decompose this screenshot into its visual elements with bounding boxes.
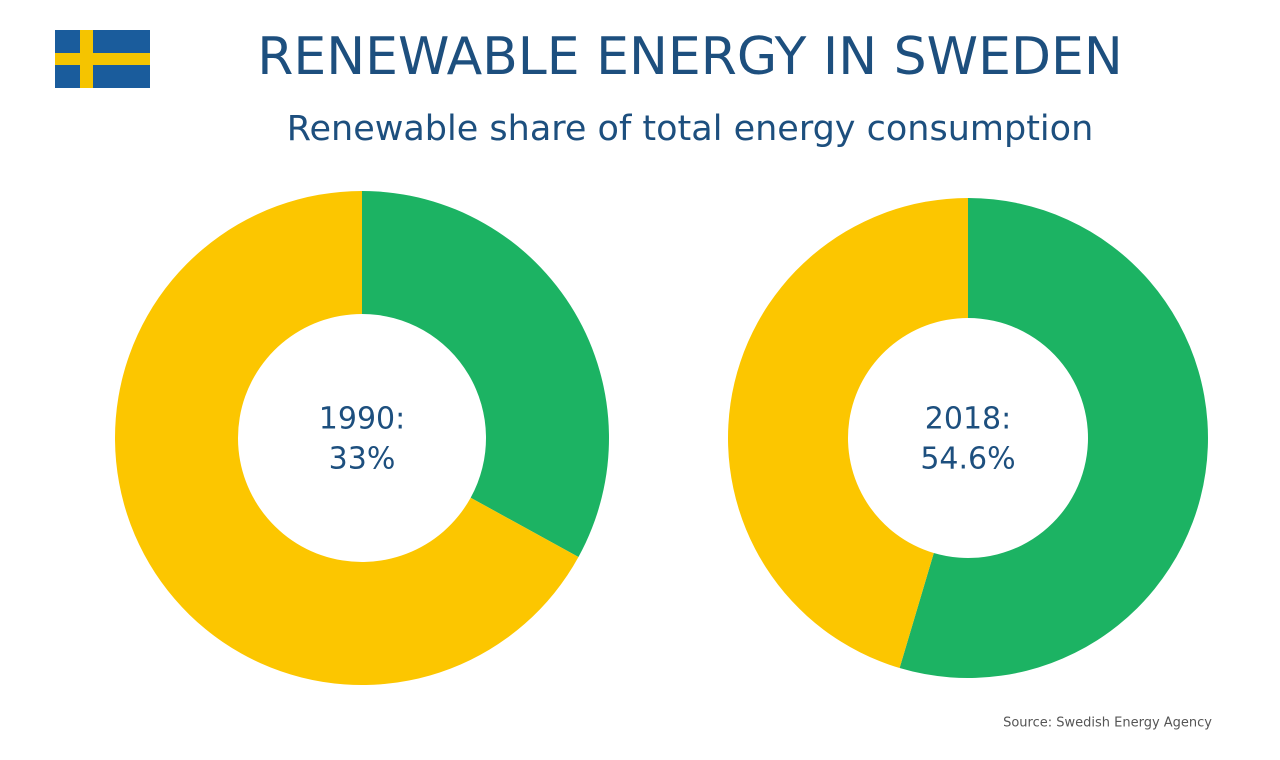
source: Source: Swedish Energy Agency [1003,716,1212,731]
flag-cross [55,53,150,65]
center-label: 2018: [925,402,1011,437]
donut-segment [362,191,609,557]
donut-segment [728,198,968,669]
donut-segment [115,191,579,685]
title: RENEWABLE ENERGY IN SWEDEN [257,27,1123,87]
center-value: 33% [329,442,396,477]
center-value: 54.6% [920,442,1015,477]
center-label: 1990: [319,402,405,437]
donut-segment [899,198,1208,678]
subtitle: Renewable share of total energy consumpt… [287,109,1094,149]
flag [55,30,150,88]
